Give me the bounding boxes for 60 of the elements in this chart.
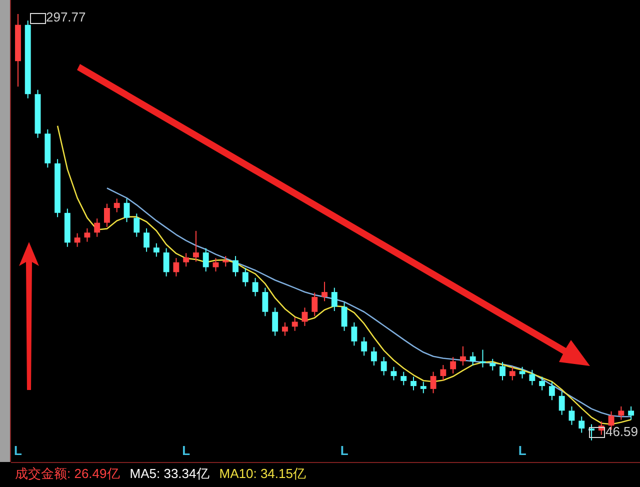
candlestick (312, 292, 318, 317)
candlestick (380, 356, 387, 376)
candlestick (420, 381, 426, 394)
candlestick (173, 258, 180, 277)
candlestick (124, 198, 130, 223)
candlestick (292, 316, 298, 332)
candlestick (618, 406, 624, 420)
candlestick (410, 376, 416, 391)
candlestick (232, 256, 238, 277)
candlestick (470, 352, 476, 366)
candlestick (341, 302, 348, 332)
candlestick (74, 232, 80, 248)
text: MA5: 33.34亿 (130, 466, 210, 481)
candlestick (361, 336, 368, 356)
candlestick (262, 287, 268, 317)
candlestick (153, 242, 160, 258)
candlestick (202, 248, 209, 272)
candlestick (558, 391, 565, 416)
candlestick (400, 371, 407, 386)
candlestick (509, 366, 516, 381)
candlestick (578, 416, 585, 434)
candlestick (222, 256, 229, 268)
candlestick (114, 198, 120, 213)
candlestick (272, 307, 278, 336)
text: MA10: 34.15亿 (219, 466, 306, 481)
candlestick (440, 364, 446, 381)
candlestick (183, 252, 190, 268)
candlestick (450, 356, 456, 374)
candlestick (460, 346, 466, 366)
annotation: 297.77 (46, 10, 86, 25)
x-tick-label: L (518, 442, 526, 458)
candlestick (252, 277, 258, 297)
candlestick (370, 346, 377, 366)
x-tick-label: L (182, 442, 190, 458)
candlestick (282, 322, 288, 336)
candlestick (628, 406, 634, 420)
candlestick (322, 281, 328, 302)
candlestick (242, 267, 248, 287)
x-tick-label: L (14, 442, 22, 458)
candlestick (193, 230, 199, 262)
candlestick (94, 218, 100, 238)
candlestick (519, 366, 526, 379)
candlestick (568, 406, 575, 426)
candlestick (430, 371, 436, 394)
candlestick (104, 203, 110, 228)
candlestick (548, 381, 555, 401)
candlestick (390, 366, 397, 381)
candlestick (134, 213, 140, 238)
x-tick-label: L (340, 442, 348, 458)
text: 成交金额: 26.49亿 (15, 466, 120, 481)
candlestick (529, 369, 536, 386)
candlestick (539, 376, 546, 391)
candlestick (351, 322, 358, 346)
candlestick (500, 361, 506, 381)
annotation: 46.59 (605, 424, 638, 439)
candlestick (163, 248, 170, 277)
candlestick (144, 228, 150, 252)
candlestick (331, 287, 338, 312)
candlestick (84, 228, 90, 242)
candlestick (490, 358, 496, 371)
